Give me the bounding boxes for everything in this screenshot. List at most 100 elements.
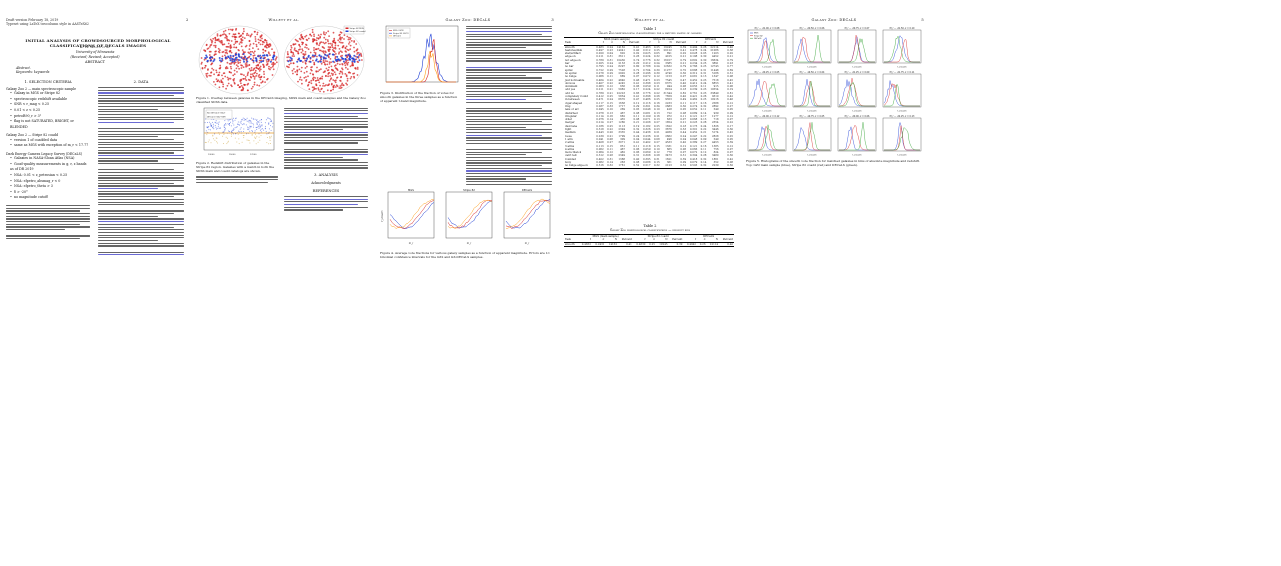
sky-point-red [209,46,211,48]
sky-point-red [339,87,342,89]
sky-point-red [210,63,213,65]
scatter-point [270,137,272,139]
grid-panel: M_r ~ -19.50, z = 0.04f_smooth [792,71,832,113]
sky-point-red [238,36,241,38]
sky-point-blue [244,56,247,58]
sky-point-blue [356,56,359,59]
sky-point-red [340,84,343,86]
table-cell: 0.70 [680,68,687,72]
text-line [284,115,358,117]
text-line [98,130,184,132]
row-label: just noticeable [565,78,585,82]
table-cell: 1153 [665,75,672,79]
scatter-point [252,126,254,128]
legend-swatch-red [345,27,349,29]
sky-point-red [359,52,362,55]
legend-label-blue: Stripe 82 coadd [350,30,367,33]
sky-point-red [230,71,232,74]
grid-panel-title: M_r ~ -21.25, z = 0.09 [845,71,870,74]
sky-point-red [233,81,236,84]
table-cell: 0.83 [633,91,640,95]
sky-point-red [243,83,246,86]
sky-point-red [350,40,353,42]
column-header: f [593,41,605,46]
table-cell: 0.07 [680,151,687,155]
table-cell: 0.16 [653,101,660,105]
sky-point-red [356,60,359,63]
histogram-grid-figure: M_r ~ -21.00, z = 0.08f_smoothMGSStripe … [747,27,922,157]
table-cell: 0.471 [643,78,651,82]
grid-xlabel: f_smooth [762,110,772,113]
sky-point-red [335,79,337,82]
sky-point-red [210,71,212,74]
sky-point-red [354,67,357,69]
table-cell: 0.28 [633,71,640,75]
grid-panel-title: M_r ~ -20.25, z = 0.05 [755,71,780,74]
column-header: f [683,238,697,243]
scatter-point [254,138,256,139]
sky-point-red [347,59,349,62]
row-label: tight [565,128,572,132]
sky-point-red [210,40,213,42]
sky-point-blue [240,56,243,59]
sky-point-blue [344,58,347,61]
table-cell: 0.443 [596,131,604,135]
sky-point-red [334,44,337,47]
scatter-point [253,124,255,126]
text-line [466,49,552,51]
sky-point-red [244,45,247,48]
row-label: star/artifact [565,52,581,56]
table-cell: 496 [666,137,672,141]
table-cell: 0.50 [719,164,734,169]
text-line [98,221,184,223]
sky-point-red [349,65,352,68]
scatter-point [224,120,226,122]
sky-point-red [338,87,341,89]
table-cell: 0.788 [643,65,651,69]
sky-point-red [224,67,227,69]
table-cell: 0.24 [700,48,707,52]
table-cell: 0.26 [700,95,707,99]
decals-criteria-list: Galaxies in NASA-Sloan Atlas (NSA)Good-q… [6,156,90,201]
sky-point-blue [263,54,266,57]
sky-point-red [322,59,325,62]
scatter-point [210,123,212,125]
table-cell: 0.081 [689,75,698,79]
sky-point-blue [259,57,262,60]
scatter-point [218,127,220,129]
table-cell: 0.80 [633,65,640,69]
sky-point-red [205,73,208,75]
sky-point-red [316,55,318,58]
row-label: merger [565,121,575,125]
scatter-point [236,126,238,128]
sky-point-red [268,65,270,68]
table-cell: 0.07 [727,147,733,151]
sky-point-red [239,41,242,44]
sky-point-red [220,81,223,84]
text-line [466,82,552,84]
grid-panel: M_r ~ -21.25, z = 0.09f_smooth [837,71,877,113]
table-cell: 2683 [665,104,672,108]
sky-point-red [224,54,226,57]
sky-point-blue [220,60,223,63]
sky-point-red [221,74,223,77]
table-cell: 11277 [663,68,672,72]
scatter-point [212,138,214,140]
table-cell: 0.22 [700,128,707,132]
text-line [284,120,368,123]
sky-point-red [259,78,262,81]
sky-point-red [331,43,334,45]
table-cell: 3611 [618,55,626,59]
scatter-point [242,119,243,121]
sky-point-red [258,59,261,62]
row-label: no spiral [565,71,577,75]
sky-point-red [327,69,330,71]
table-cell: 0.08 [633,118,640,122]
sky-point-red [311,66,313,68]
sky-point-blue [302,56,305,59]
table-row: edge-on 0.211 0.31 3611 0.26 0.224 0.32 4105 0.2… [564,55,734,58]
scatter-point [208,126,210,128]
sky-point-red [239,61,241,64]
scatter-point [264,127,266,129]
sky-point-red [266,77,269,80]
